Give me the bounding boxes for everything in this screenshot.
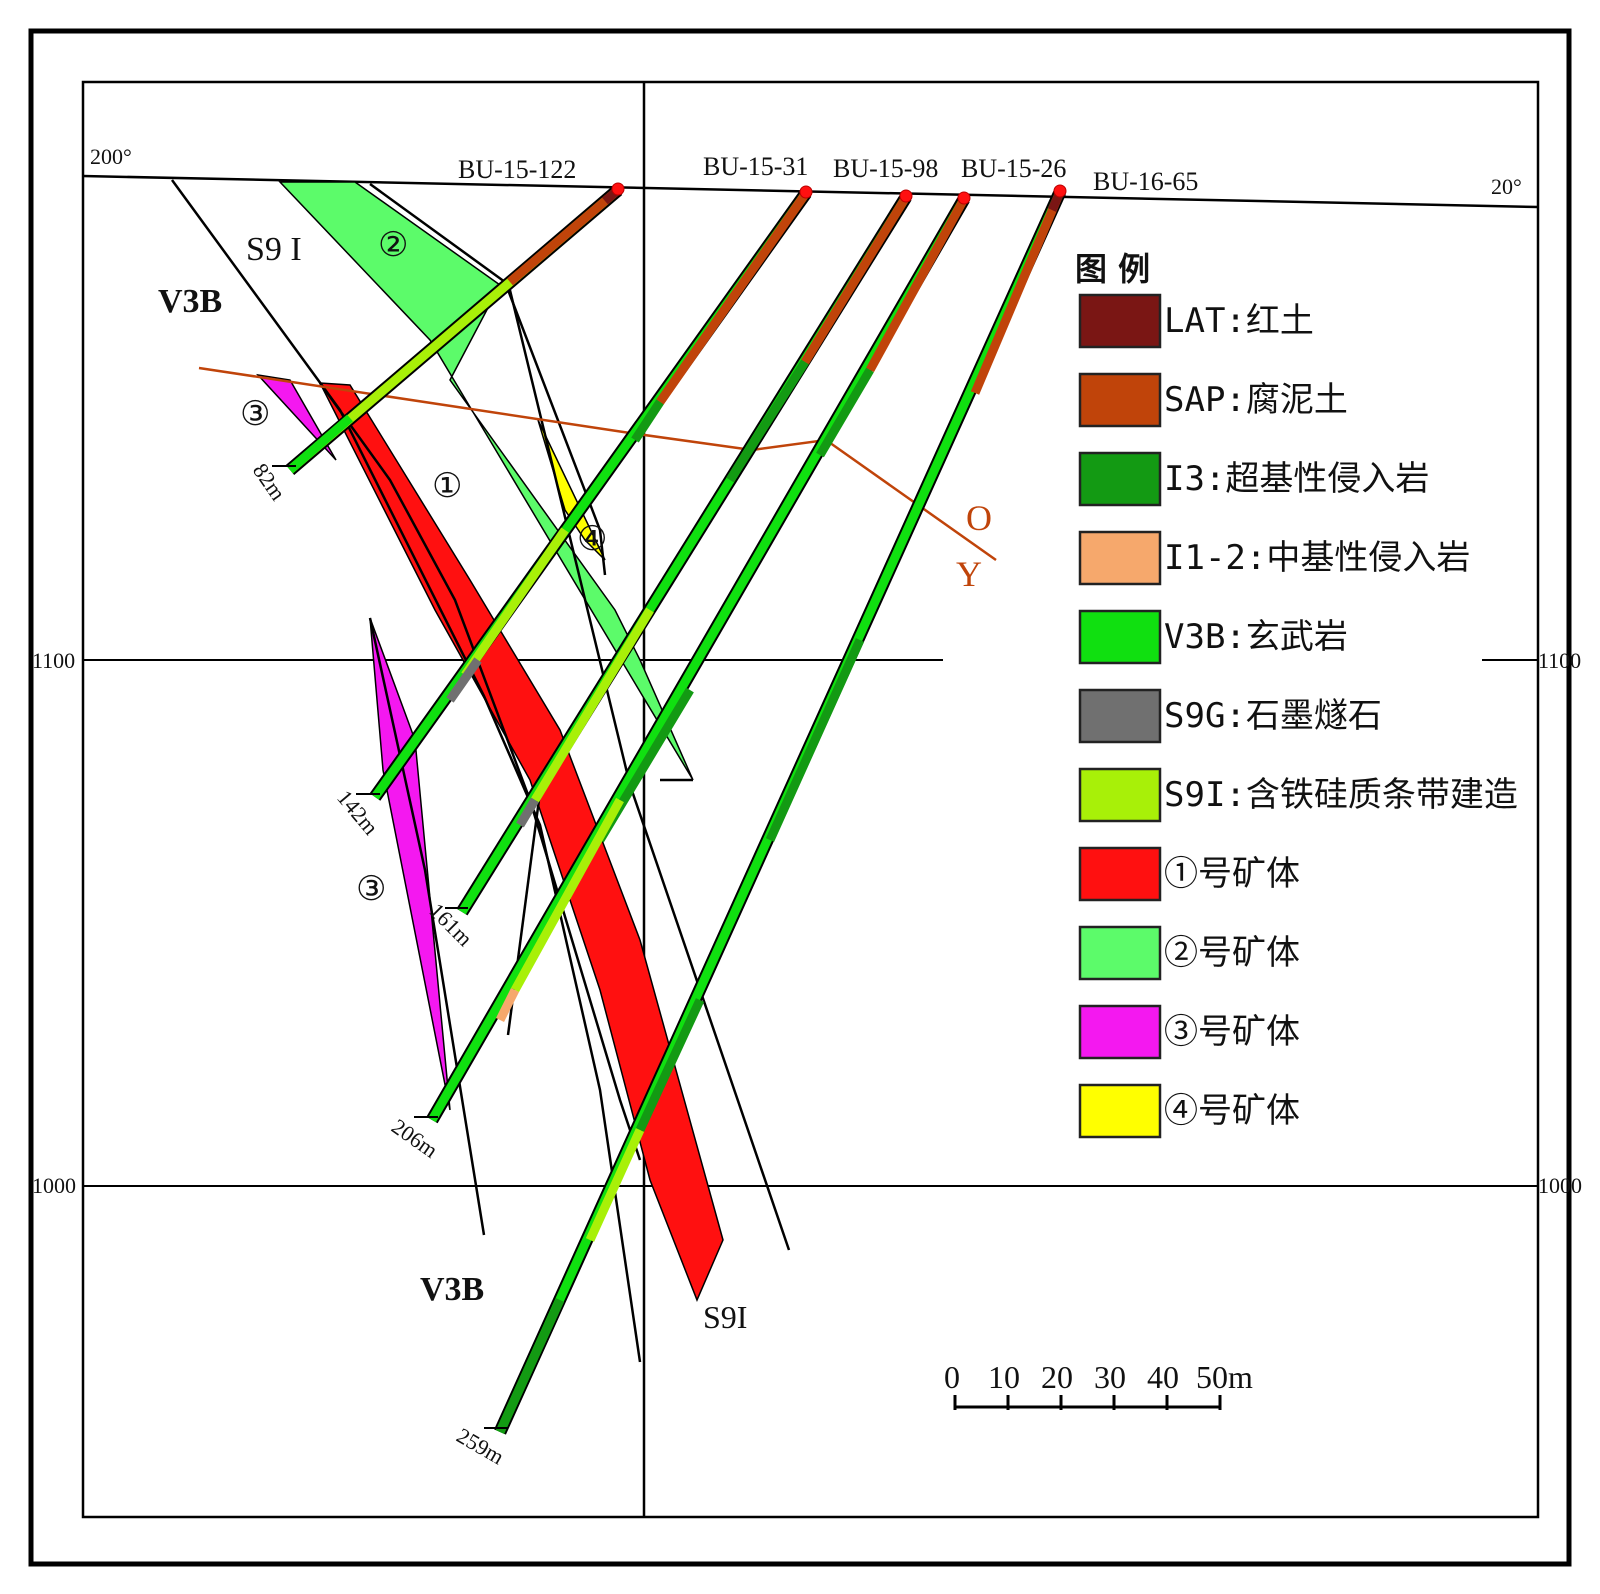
legend-label-7: ①号矿体 — [1164, 854, 1300, 894]
legend-label-1: SAP:腐泥土 — [1164, 380, 1348, 420]
legend-swatch-3 — [1078, 530, 1162, 586]
legend-swatch-1 — [1078, 372, 1162, 428]
legend-swatch-0 — [1078, 293, 1162, 349]
scale-tick-10: 10 — [988, 1359, 1020, 1395]
label-s9i-bottom: S9I — [703, 1299, 747, 1335]
scale-tick-20: 20 — [1041, 1359, 1073, 1395]
scale-tick-40: 40 — [1147, 1359, 1179, 1395]
outer-frame — [28, 28, 1572, 1567]
legend-swatch-7 — [1078, 846, 1162, 902]
ore-body-3-upper — [255, 373, 337, 461]
legend-swatch-6 — [1078, 767, 1162, 823]
elevation-1100-right: 1100 — [1538, 648, 1581, 673]
label-ore-3-lower: ③ — [356, 869, 386, 909]
legend-label-6: S9I:含铁硅质条带建造 — [1164, 775, 1518, 815]
legend-label-9: ③号矿体 — [1164, 1012, 1300, 1052]
scale-bar: 0 10 20 30 40 50m — [944, 1359, 1253, 1410]
inner-frame — [81, 80, 1540, 1519]
legend-swatch-9 — [1078, 1004, 1162, 1060]
legend-label-4: V3B:玄武岩 — [1164, 617, 1348, 657]
legend-swatch-4 — [1078, 609, 1162, 665]
legend-label-5: S9G:石墨燧石 — [1164, 696, 1382, 736]
label-ore-2: ② — [378, 225, 408, 265]
label-v3b-top: V3B — [158, 283, 222, 320]
scale-tick-50m: 50m — [1196, 1359, 1253, 1395]
legend-label-2: I3:超基性侵入岩 — [1164, 459, 1429, 499]
hole-label-bu-15-26: BU-15-26 — [961, 154, 1066, 183]
hole-label-bu-15-122: BU-15-122 — [458, 155, 576, 184]
collar-markers — [611, 182, 1067, 205]
hole-end-markers — [272, 465, 508, 1429]
legend-swatch-2 — [1078, 451, 1162, 507]
angle-right: 20° — [1491, 174, 1522, 199]
elevation-1100-left: 1100 — [32, 648, 75, 673]
elevation-1000-right: 1000 — [1538, 1173, 1582, 1198]
ore-body-1 — [318, 382, 724, 1302]
scale-tick-0: 0 — [944, 1359, 960, 1395]
legend-label-3: I1-2:中基性侵入岩 — [1164, 538, 1470, 578]
legend-swatch-10 — [1078, 1083, 1162, 1139]
hole-label-bu-16-65: BU-16-65 — [1093, 167, 1198, 196]
label-ore-1: ① — [432, 466, 462, 506]
legend-swatch-8 — [1078, 925, 1162, 981]
drill-holes — [285, 185, 1066, 1435]
label-s9i-top: S9 I — [246, 231, 302, 268]
label-o: O — [966, 498, 992, 538]
legend-label-8: ②号矿体 — [1164, 933, 1300, 973]
legend-label-0: LAT:红土 — [1164, 301, 1314, 341]
legend-title: 图 例 — [1075, 250, 1150, 288]
legend-swatch-5 — [1078, 688, 1162, 744]
label-ore-3-upper: ③ — [240, 394, 270, 434]
elevation-1000-left: 1000 — [32, 1173, 76, 1198]
legend-label-10: ④号矿体 — [1164, 1091, 1300, 1131]
label-v3b-bottom: V3B — [420, 1271, 484, 1308]
legend: 图 例 LAT:红土 SAP:腐泥土 I3:超基性侵入岩 I1-2:中基性侵入岩 V3B… — [1075, 250, 1518, 1139]
hole-label-bu-15-31: BU-15-31 — [703, 152, 808, 181]
scale-tick-30: 30 — [1094, 1359, 1126, 1395]
label-ore-4: ④ — [577, 519, 607, 559]
ore-body-3-lower — [369, 617, 451, 1111]
angle-left: 200° — [90, 144, 132, 169]
label-y: Y — [956, 554, 982, 594]
hole-label-bu-15-98: BU-15-98 — [833, 154, 938, 183]
